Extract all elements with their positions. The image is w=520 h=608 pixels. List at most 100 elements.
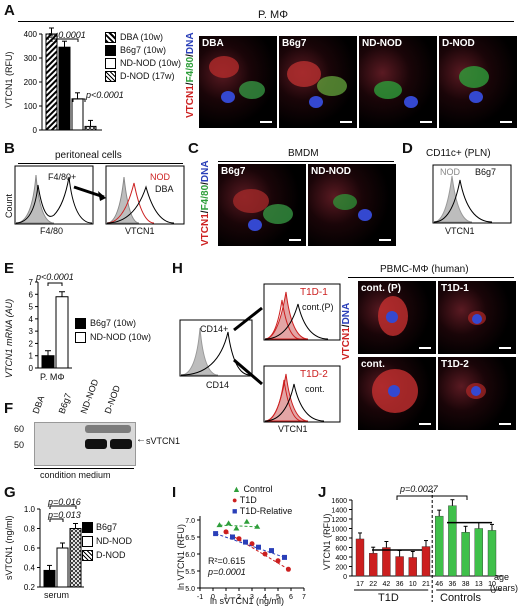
bar (369, 552, 378, 577)
data-point-control (216, 522, 223, 528)
panel-b-nod: NOD (150, 172, 170, 182)
panel-b-dba: DBA (155, 184, 174, 194)
legend-label-b6: B6g7 (10w) (90, 318, 137, 328)
micrograph-a-b6: B6g7 (279, 36, 357, 128)
scale-bar (500, 121, 512, 123)
hist2-cont-curve (264, 383, 325, 422)
y-tick-label: 200 (335, 565, 347, 572)
x-tick-label: 4 (263, 594, 267, 601)
f480-curve (15, 176, 93, 224)
stain-sep: / (341, 324, 352, 328)
micrograph-label: ND-NOD (311, 166, 351, 177)
y-tick-label: 7.0 (185, 518, 195, 525)
cell-red-blob (287, 61, 321, 87)
panel-i-ylabel: ln VTCN1 (RFU) (176, 523, 186, 590)
legend-label-dnod: D-NOD (96, 550, 126, 560)
panel-a-header-line (18, 21, 514, 22)
panel-b-xlabel2: VTCN1 (125, 226, 155, 236)
sig-bracket-1 (51, 38, 79, 42)
nod-curve (106, 182, 155, 224)
panel-label-j: J (318, 484, 327, 501)
cell-blue-blob (469, 91, 483, 103)
y-tick-label: 5.0 (185, 586, 195, 593)
y-tick-label: 0.2 (24, 583, 36, 592)
micrograph-label: T1D-2 (441, 359, 469, 370)
x-tick-label: 2 (237, 594, 241, 601)
micrograph-label: D-NOD (442, 38, 475, 49)
age-tick-label: 36 (396, 581, 404, 588)
stain-sep: / (185, 54, 196, 57)
legend-swatch-dnod (105, 71, 116, 82)
legend-label: T1D (239, 495, 257, 505)
cell-blue-blob (404, 96, 418, 108)
micrograph-label: DBA (202, 38, 224, 49)
stain-sep: / (200, 210, 211, 214)
cell-blue-blob (471, 386, 481, 396)
panel-e-p: p<0.0001 (36, 272, 74, 282)
data-point-relative (282, 554, 287, 560)
data-point-t1d (249, 541, 255, 547)
age-tick-label: 10 (488, 581, 496, 588)
square-icon: ■ (232, 506, 238, 516)
stain-dna: DNA (185, 32, 196, 55)
legend-label-b6: B6g7 (10w) (120, 45, 167, 55)
panel-h-header-line (348, 277, 514, 278)
panel-d-histogram (432, 164, 512, 224)
sig-bracket-2 (72, 98, 86, 102)
panel-a-p1: p<0.0001 (48, 30, 86, 40)
panel-label-e: E (4, 260, 15, 277)
gate-arrow-up (233, 306, 263, 332)
gate-arrow-down (233, 358, 263, 386)
cell-green-blob (333, 194, 357, 210)
y-tick-label: 800 (335, 536, 347, 543)
panel-h-contp: cont.(P) (302, 302, 334, 312)
sig-bracket-2 (49, 518, 64, 522)
micrograph-h-cont: cont. (358, 357, 436, 430)
stain-vtcn1: VTCN1 (185, 85, 196, 118)
x-tick-label: 7 (302, 594, 306, 601)
x-tick-label: -1 (197, 594, 203, 601)
y-tick-label: 0 (29, 364, 34, 373)
panel-g-bar-chart: 0.2 0.4 0.6 0.8 1.0 (24, 505, 84, 592)
y-tick-label: 0.4 (24, 564, 36, 573)
hist-box-1 (263, 283, 341, 341)
legend-label: Control (243, 484, 273, 494)
bar (43, 569, 56, 588)
panel-a-header: P. MΦ (258, 9, 288, 21)
x-tick-label: 3 (250, 594, 254, 601)
age-tick-label: 38 (462, 581, 470, 588)
panel-label-d: D (402, 140, 413, 157)
age-tick-label: 36 (449, 581, 457, 588)
data-point-relative (269, 548, 274, 554)
bar (41, 355, 55, 369)
scale-bar (499, 347, 511, 349)
cd14-curve (180, 331, 251, 376)
data-point-t1d (262, 551, 268, 557)
stain-sep: / (185, 82, 196, 86)
panel-j-ylabel: VTCN1 (RFU) (322, 513, 332, 571)
micrograph-label: T1D-1 (441, 283, 469, 294)
cell-blue-blob (472, 314, 482, 324)
panel-i-xlabel: ln sVTCN1 (ng/ml) (210, 596, 285, 606)
legend-swatch-b6 (82, 522, 93, 533)
y-tick-label: 1.0 (24, 505, 36, 514)
western-blot (34, 422, 136, 466)
age-tick-label: 13 (475, 581, 483, 588)
y-tick-label: 6.5 (185, 535, 195, 542)
scale-bar (379, 239, 391, 241)
y-tick-label: 1200 (331, 517, 347, 524)
bar (487, 530, 497, 577)
y-tick-label: 600 (335, 546, 347, 553)
legend-label-dnod: D-NOD (17w) (120, 71, 175, 81)
panel-h-t1d1: T1D-1 (300, 287, 328, 298)
circle-icon: ● (232, 495, 238, 505)
panel-e-bar-chart: 0 1 2 3 4 5 6 7 (29, 278, 72, 373)
hist1-t1d-curve (264, 299, 301, 340)
panel-a-p2: p<0.0001 (86, 90, 124, 100)
legend-swatch-ndnod (82, 536, 93, 547)
panel-a-bar-chart: 0 100 200 300 400 (24, 27, 102, 135)
y-tick-label: 6.0 (185, 552, 195, 559)
y-tick-label: 5.5 (185, 569, 195, 576)
panel-i-legend-t1d: ● T1D (232, 495, 257, 505)
y-tick-label: 0 (343, 574, 347, 581)
